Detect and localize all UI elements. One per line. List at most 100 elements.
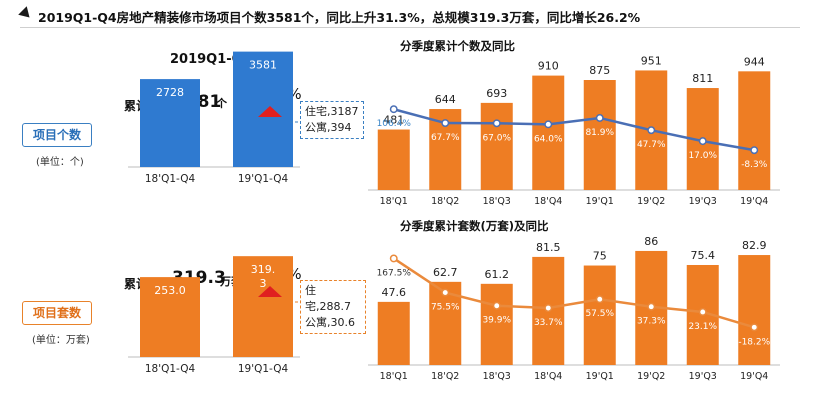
count-unit-note: (单位：个) xyxy=(36,157,84,168)
quarterly-count-growth-point xyxy=(750,146,759,155)
units-split-box: 住宅,288.7 公寓,30.6 xyxy=(300,280,366,334)
period-label: 2019Q1-Q4 xyxy=(170,52,252,67)
count-split-apartment: 公寓,394 xyxy=(305,121,352,134)
quarterly-count-bar xyxy=(532,75,565,190)
quarterly-units-bar xyxy=(377,301,410,365)
count-summary-value-label: 2728 xyxy=(156,86,184,99)
quarterly-count-growth-point xyxy=(698,137,707,146)
quarterly-units-bar xyxy=(480,283,513,365)
quarterly-units-category-label: 18'Q3 xyxy=(483,371,511,382)
quarterly-count-growth-label: 81.9% xyxy=(585,128,614,138)
quarterly-units-bar-value-label: 75.4 xyxy=(691,249,716,262)
quarterly-count-bar xyxy=(738,71,771,190)
quarterly-count-growth-label: -8.3% xyxy=(741,160,768,170)
units-summary-bar xyxy=(233,256,293,357)
quarterly-count-bar-value-label: 481 xyxy=(383,114,404,127)
quarterly-count-growth-point xyxy=(647,126,656,135)
quarterly-units-category-label: 19'Q3 xyxy=(689,371,717,382)
quarterly-count-category-label: 18'Q3 xyxy=(483,196,511,207)
quarterly-units-bar-value-label: 82.9 xyxy=(742,239,767,252)
quarterly-count-bar-value-label: 910 xyxy=(538,60,559,73)
quarterly-count-growth-point xyxy=(544,120,553,129)
quarterly-count-growth-label: 67.0% xyxy=(482,133,511,143)
quarterly-units-chart-title: 分季度累计套数(万套)及同比 xyxy=(400,219,549,233)
units-split-residential: 住宅,288.7 xyxy=(305,284,351,313)
count-summary-category-label: 18'Q1-Q4 xyxy=(145,173,196,185)
quarterly-count-category-label: 19'Q3 xyxy=(689,196,717,207)
quarterly-units-category-label: 18'Q2 xyxy=(431,371,459,382)
quarterly-units-bar-value-label: 75 xyxy=(593,250,607,263)
units-summary-value-label: 253.0 xyxy=(154,284,186,297)
quarterly-units-growth-point xyxy=(441,288,450,297)
quarterly-units-bar-value-label: 47.6 xyxy=(382,286,407,299)
quarterly-count-category-label: 18'Q1 xyxy=(380,196,408,207)
quarterly-count-growth-line xyxy=(393,108,755,152)
quarterly-count-growth-label: 47.7% xyxy=(637,140,666,150)
project-count-button[interactable]: 项目个数 xyxy=(22,123,92,147)
count-total-unit: 个 xyxy=(216,97,227,110)
units-summary-bar xyxy=(140,277,200,357)
count-summary-bar xyxy=(233,51,293,167)
headline: 2019Q1-Q4房地产精装修市场项目个数3581个，同比上升31.3%，总规模… xyxy=(38,10,641,25)
count-summary-value-label: 3581 xyxy=(249,59,277,72)
units-up-arrow-icon xyxy=(258,286,282,297)
quarterly-count-growth-label: 106.4% xyxy=(377,119,412,129)
headline-divider xyxy=(20,27,800,28)
quarterly-count-chart-title: 分季度累计个数及同比 xyxy=(400,39,515,53)
quarterly-count-category-label: 18'Q4 xyxy=(534,196,562,207)
quarterly-count-growth-point xyxy=(492,119,501,128)
quarterly-units-bar xyxy=(738,255,771,365)
quarterly-count-growth-label: 17.0% xyxy=(688,151,717,161)
quarterly-units-growth-point xyxy=(698,308,707,316)
quarterly-count-growth-point xyxy=(595,114,604,122)
units-summary-value-label: 319. xyxy=(251,263,276,276)
quarterly-units-growth-label: 75.5% xyxy=(431,303,460,313)
quarterly-units-growth-point xyxy=(647,302,656,311)
quarterly-units-growth-point xyxy=(544,304,553,312)
quarterly-count-bar xyxy=(480,102,513,190)
units-unit-note: (单位：万套) xyxy=(32,335,90,346)
quarterly-units-bar-value-label: 62.7 xyxy=(433,266,458,279)
quarterly-units-growth-label: 37.3% xyxy=(637,317,666,327)
quarterly-count-category-label: 19'Q1 xyxy=(586,196,614,207)
quarterly-count-bar xyxy=(583,80,616,190)
quarterly-units-bar xyxy=(583,265,616,365)
quarterly-count-category-label: 19'Q4 xyxy=(740,196,768,207)
quarterly-units-category-label: 18'Q1 xyxy=(380,371,408,382)
count-summary-category-label: 19'Q1-Q4 xyxy=(238,173,289,185)
quarterly-units-growth-line xyxy=(393,257,755,329)
quarterly-count-category-label: 19'Q2 xyxy=(637,196,665,207)
quarterly-units-category-label: 18'Q4 xyxy=(534,371,562,382)
quarterly-count-bar-value-label: 875 xyxy=(589,64,610,77)
quarterly-units-growth-label: 167.5% xyxy=(377,268,412,278)
units-summary-category-label: 18'Q1-Q4 xyxy=(145,363,196,375)
quarterly-units-growth-point xyxy=(389,254,398,263)
count-summary-bar xyxy=(140,79,200,167)
quarterly-units-growth-label: 23.1% xyxy=(688,322,717,332)
count-up-arrow-icon xyxy=(258,106,282,117)
quarterly-units-bar-value-label: 86 xyxy=(644,235,658,248)
count-split-box: 住宅,3187 公寓,394 xyxy=(300,101,364,139)
quarterly-units-growth-label: 33.7% xyxy=(534,318,563,328)
quarterly-units-growth-point xyxy=(595,295,604,304)
quarterly-count-bar xyxy=(377,129,410,190)
units-summary-category-label: 19'Q1-Q4 xyxy=(238,363,289,375)
quarterly-units-category-label: 19'Q1 xyxy=(586,371,614,382)
quarterly-units-growth-point xyxy=(750,323,759,332)
quarterly-units-growth-point xyxy=(492,301,501,310)
quarterly-count-bar-value-label: 944 xyxy=(744,55,765,68)
count-split-residential: 住宅,3187 xyxy=(305,105,359,118)
quarterly-units-category-label: 19'Q2 xyxy=(637,371,665,382)
unit-count-button[interactable]: 项目套数 xyxy=(22,301,92,325)
quarterly-units-bar-value-label: 81.5 xyxy=(536,241,561,254)
quarterly-units-bar-value-label: 61.2 xyxy=(485,268,510,281)
quarterly-count-growth-label: 67.7% xyxy=(431,133,460,143)
quarterly-count-bar-value-label: 811 xyxy=(692,72,713,85)
quarterly-count-growth-point xyxy=(389,105,398,114)
quarterly-units-growth-label: -18.2% xyxy=(738,337,770,347)
units-summary-value-label: 3 xyxy=(260,277,267,290)
quarterly-units-category-label: 19'Q4 xyxy=(740,371,768,382)
quarterly-units-growth-label: 39.9% xyxy=(482,316,511,326)
quarterly-count-bar-value-label: 951 xyxy=(641,54,662,67)
